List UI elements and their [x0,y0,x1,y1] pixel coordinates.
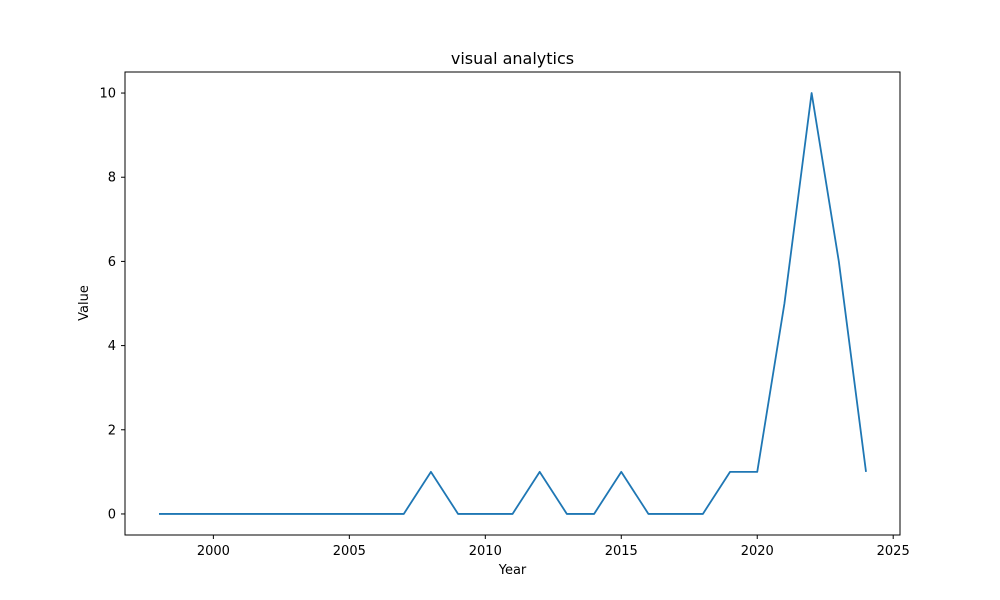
y-tick-label-2: 2 [108,423,116,438]
chart-title: visual analytics [451,49,574,68]
x-tick-label-2025: 2025 [877,544,910,559]
series-line-0 [158,92,867,515]
y-tick-label-4: 4 [108,339,116,354]
x-tick-label-2020: 2020 [741,544,774,559]
y-tick-label-8: 8 [108,171,116,186]
y-tick-label-10: 10 [99,87,116,102]
plot-area: 2000 2005 2010 2015 2020 2025 0 2 4 6 8 10 [99,71,910,559]
y-tick-label-6: 6 [108,255,116,270]
x-axis-label: Year [498,563,527,578]
y-tick-label-0: 0 [108,507,116,522]
y-axis-label: Value [77,285,92,321]
x-tick-label-2000: 2000 [197,544,230,559]
x-tick-label-2010: 2010 [469,544,502,559]
plot-background [125,72,900,535]
x-tick-label-2015: 2015 [605,544,638,559]
plot-frame [124,71,901,536]
x-tick-label-2005: 2005 [333,544,366,559]
